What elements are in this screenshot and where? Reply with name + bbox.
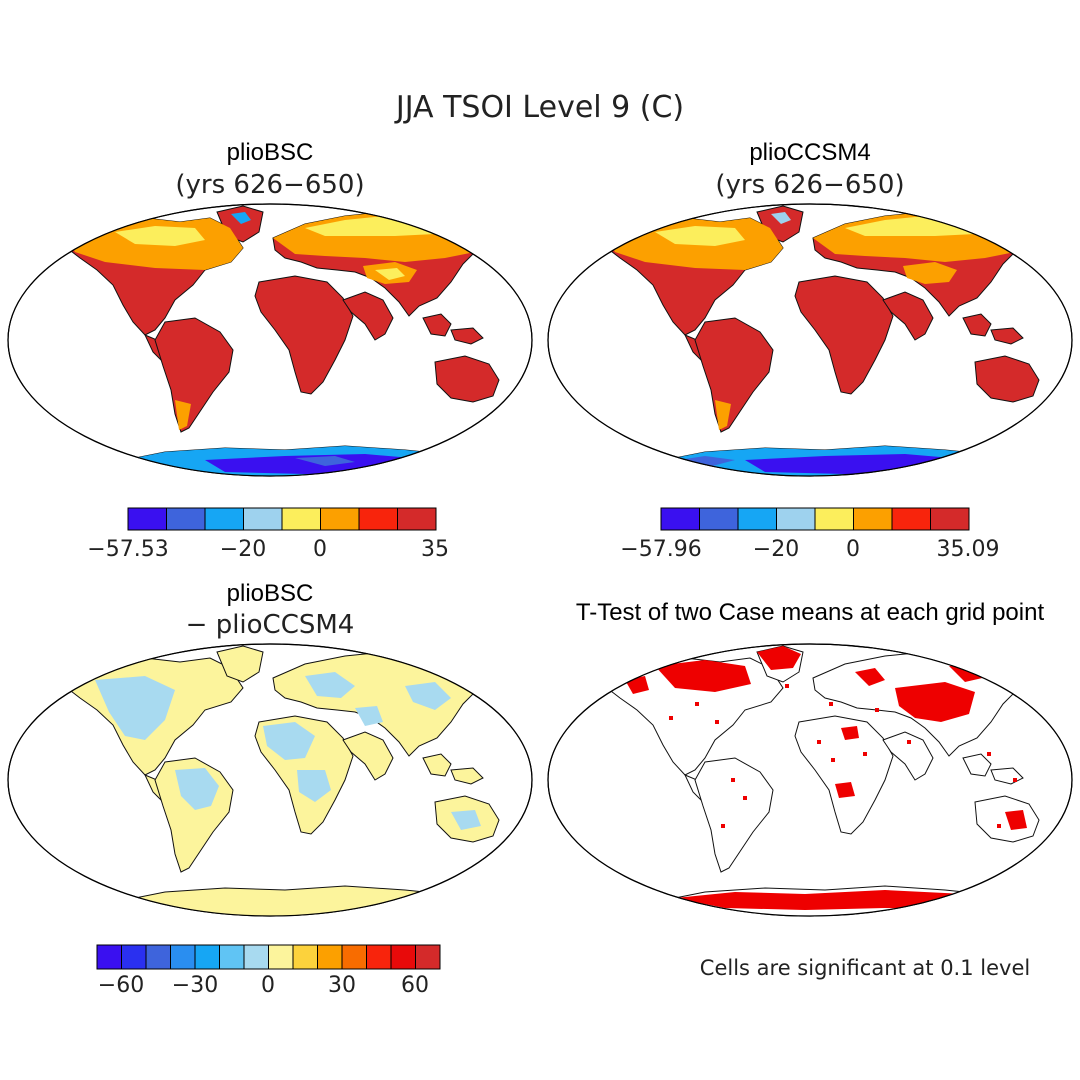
colorbar-segment bbox=[390, 944, 416, 970]
colorbar-segment bbox=[219, 944, 245, 970]
colorbar-segment bbox=[320, 507, 360, 531]
panel-subtitle: (yrs 626−650) bbox=[175, 170, 364, 200]
colorbar-segment bbox=[366, 944, 392, 970]
panel-ttest: T-Test of two Case means at each grid po… bbox=[547, 599, 1073, 980]
colorbar-segment bbox=[166, 507, 206, 531]
colorbar: −57.96 −20 0 35.09 bbox=[620, 507, 1000, 562]
colorbar-tick-label: −30 bbox=[172, 973, 218, 998]
colorbar-segment bbox=[891, 507, 931, 531]
colorbar-tick-label: 30 bbox=[328, 973, 356, 998]
colorbar-segment bbox=[170, 944, 196, 970]
colorbar-segment bbox=[341, 944, 367, 970]
colorbar-tick-label: −57.96 bbox=[620, 537, 701, 562]
panel-subtitle: − plioCCSM4 bbox=[186, 610, 355, 640]
colorbar-segment bbox=[292, 944, 318, 970]
colorbar-tick-label: 35 bbox=[421, 537, 449, 562]
colorbar-segment bbox=[194, 944, 220, 970]
colorbar-segment bbox=[145, 944, 171, 970]
colorbar-segment bbox=[281, 507, 321, 531]
colorbar-segment bbox=[776, 507, 816, 531]
panel-subtitle: (yrs 626−650) bbox=[715, 170, 904, 200]
panel-title: plioBSC bbox=[227, 139, 314, 166]
colorbar-tick-label: 0 bbox=[846, 537, 860, 562]
panel-title: plioBSC bbox=[227, 580, 314, 607]
colorbar-segment bbox=[204, 507, 244, 531]
colorbar: −57.53 −20 0 35 bbox=[87, 507, 449, 562]
colorbar-segment bbox=[699, 507, 739, 531]
panel-difference: plioBSC − plioCCSM4 bbox=[7, 580, 533, 998]
panel-title: T-Test of two Case means at each grid po… bbox=[576, 599, 1045, 626]
colorbar-tick-label: −20 bbox=[220, 537, 266, 562]
colorbar-tick-label: −60 bbox=[98, 973, 144, 998]
colorbar-segment bbox=[243, 507, 283, 531]
colorbar-tick-label: 60 bbox=[401, 973, 429, 998]
main-title: JJA TSOI Level 9 (C) bbox=[394, 90, 684, 125]
colorbar: −60 −30 0 30 60 bbox=[96, 944, 441, 998]
colorbar-tick-label: −20 bbox=[753, 537, 799, 562]
colorbar-segment bbox=[96, 944, 122, 970]
panel-title: plioCCSM4 bbox=[749, 139, 870, 166]
colorbar-tick-label: −57.53 bbox=[87, 537, 168, 562]
colorbar-segment bbox=[268, 944, 294, 970]
colorbar-segment bbox=[930, 507, 970, 531]
colorbar-segment bbox=[127, 507, 167, 531]
colorbar-segment bbox=[397, 507, 437, 531]
significance-note: Cells are significant at 0.1 level bbox=[700, 956, 1030, 980]
colorbar-tick-label: 0 bbox=[313, 537, 327, 562]
colorbar-segment bbox=[121, 944, 147, 970]
colorbar-tick-label: 0 bbox=[261, 973, 275, 998]
colorbar-tick-label: 35.09 bbox=[937, 537, 1000, 562]
colorbar-segment bbox=[358, 507, 398, 531]
colorbar-segment bbox=[814, 507, 854, 531]
colorbar-segment bbox=[243, 944, 269, 970]
colorbar-segment bbox=[415, 944, 441, 970]
panel-pliobsc: plioBSC (yrs 626−650) bbox=[7, 139, 533, 562]
colorbar-segment bbox=[660, 507, 700, 531]
colorbar-segment bbox=[853, 507, 893, 531]
colorbar-segment bbox=[317, 944, 343, 970]
colorbar-segment bbox=[737, 507, 777, 531]
land-difference-field bbox=[64, 645, 500, 916]
panel-plioccsm4: plioCCSM4 (yrs 626−650) bbox=[547, 139, 1073, 562]
